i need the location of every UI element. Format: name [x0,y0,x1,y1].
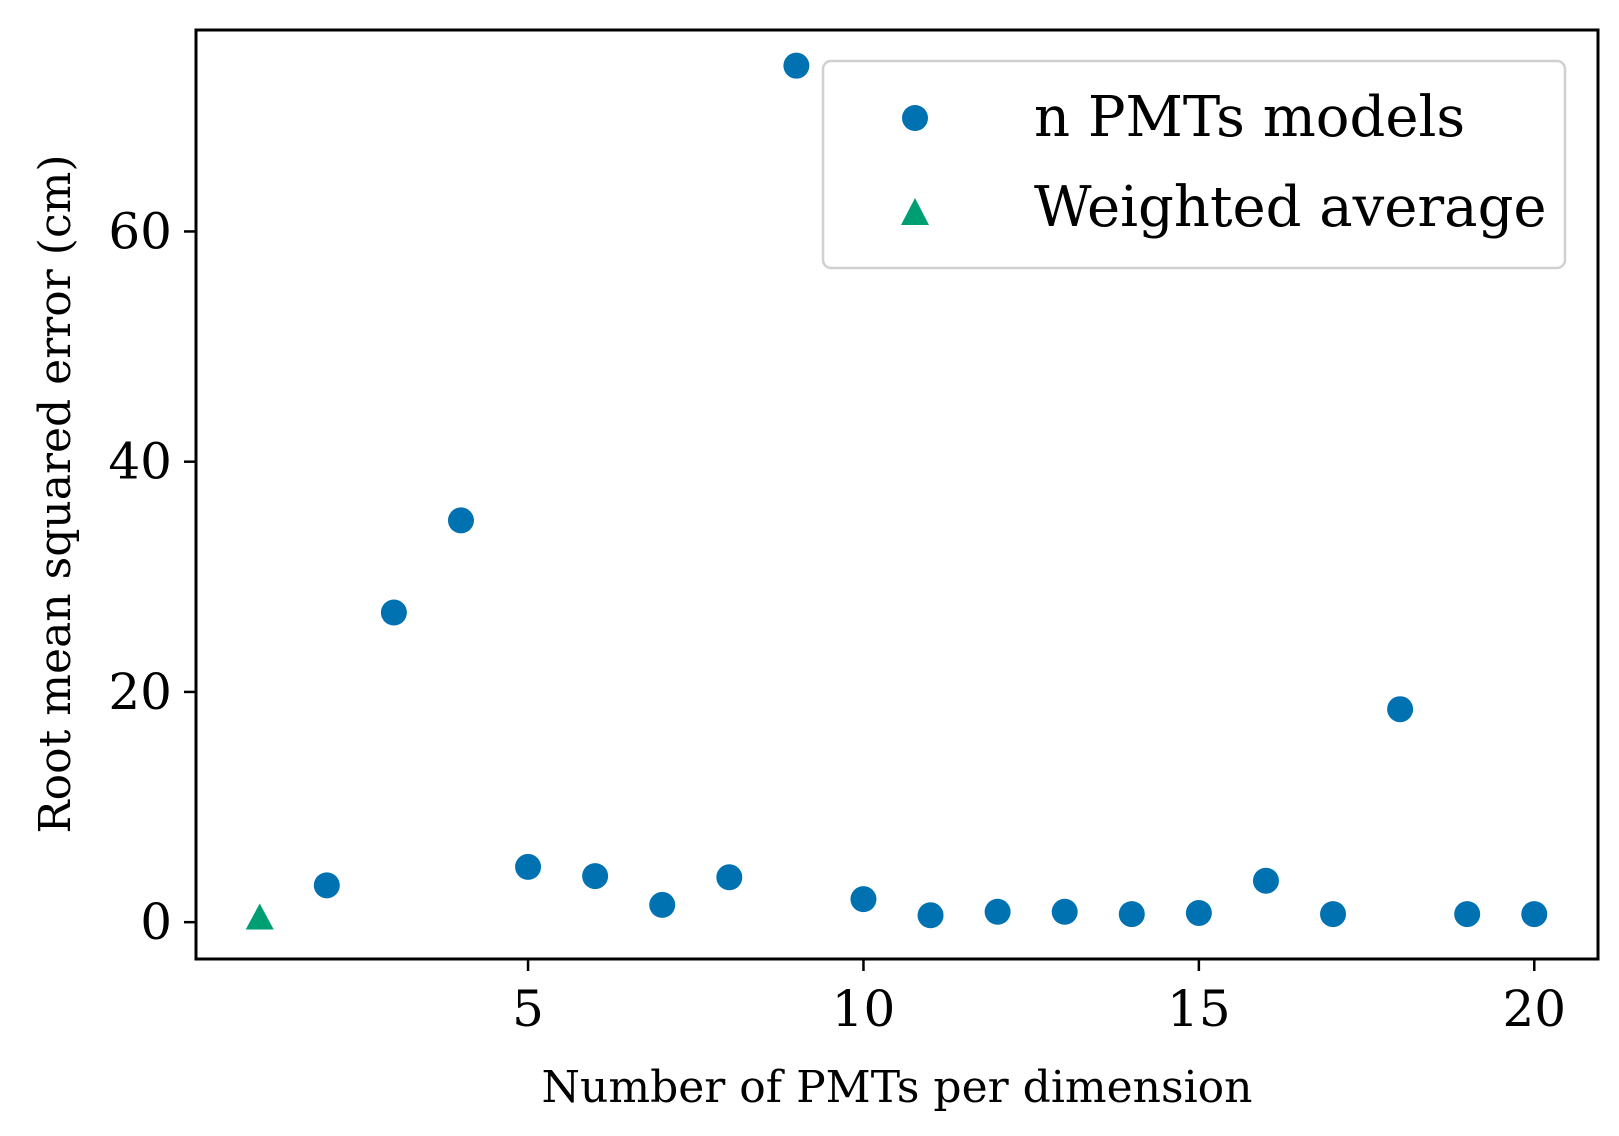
data-point-n-pmts [984,898,1011,925]
y-tick-label: 60 [108,202,172,260]
data-point-n-pmts [716,864,743,891]
data-point-n-pmts [1521,901,1548,928]
data-point-n-pmts [783,52,810,79]
data-point-n-pmts [515,853,542,880]
data-point-n-pmts [917,902,944,929]
legend-marker-weighted-average [901,198,929,225]
data-point-n-pmts [1118,901,1145,928]
y-tick-label: 0 [140,893,172,951]
legend-label-weighted-average: Weighted average [1034,175,1547,240]
data-point-n-pmts [1387,696,1414,723]
data-point-n-pmts [850,886,877,913]
y-tick-label: 20 [108,663,172,721]
y-tick-label: 40 [108,433,172,491]
x-tick-label: 5 [512,980,544,1038]
x-tick-label: 20 [1502,980,1566,1038]
data-point-n-pmts [649,891,676,918]
data-point-n-pmts [1320,901,1347,928]
data-point-weighted-average [245,903,274,930]
x-axis-title: Number of PMTs per dimension [542,1062,1253,1113]
data-point-n-pmts [1185,899,1212,926]
plot-frame [194,28,1600,961]
data-point-n-pmts [1252,867,1279,894]
data-point-n-pmts [1454,901,1481,928]
y-axis-title: Root mean squared error (cm) [30,155,81,834]
data-point-n-pmts [1051,898,1078,925]
data-point-n-pmts [447,507,474,534]
legend-label-n-pmts-models: n PMTs models [1034,85,1465,150]
legend-marker-n-pmts-models [902,105,928,131]
data-point-n-pmts [313,872,340,899]
data-points [245,52,1548,930]
x-tick-label: 10 [832,980,896,1038]
data-point-n-pmts [380,599,407,626]
legend-frame [821,59,1567,270]
legend: n PMTs models Weighted average [821,59,1567,270]
x-tick-label: 15 [1167,980,1231,1038]
data-point-n-pmts [582,863,609,890]
x-axis-ticks: 5 10 15 20 [512,959,1566,1038]
y-axis-ticks: 0 20 40 60 [108,202,196,951]
